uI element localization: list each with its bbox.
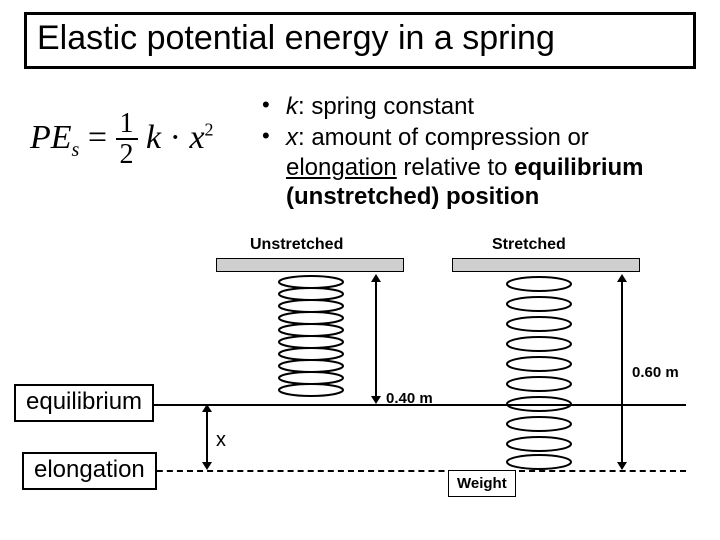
spring-stretched (504, 274, 574, 470)
definitions-list: k: spring constant x: amount of compress… (258, 92, 698, 213)
equals-sign: = (88, 119, 116, 156)
dimension-stretched-value: 0.60 m (632, 364, 679, 381)
dot-operator: · (170, 119, 181, 156)
formula-lhs: PEs (30, 119, 79, 156)
slide-title: Elastic potential energy in a spring (24, 12, 696, 69)
dimension-stretched (616, 274, 628, 470)
dimension-unstretched (370, 274, 382, 404)
annotation-elongation: elongation (22, 452, 157, 490)
spring-unstretched (276, 274, 346, 404)
x-label: x (216, 429, 226, 452)
formula: PEs = 1 2 k · x2 (30, 110, 214, 171)
weight-box: Weight (448, 470, 516, 497)
formula-k: k (146, 119, 161, 156)
x-displacement-arrow (200, 404, 214, 470)
formula-x: x2 (189, 119, 213, 156)
mount-plate-left (216, 258, 404, 272)
bullet-x: x: amount of compression or elongation r… (258, 123, 698, 211)
label-unstretched: Unstretched (250, 236, 343, 254)
bullet-k: k: spring constant (258, 92, 698, 121)
dimension-unstretched-value: 0.40 m (386, 390, 433, 407)
fraction-half: 1 2 (116, 110, 138, 171)
mount-plate-right (452, 258, 640, 272)
annotation-equilibrium: equilibrium (14, 384, 154, 422)
label-stretched: Stretched (492, 236, 566, 254)
spring-diagram: Unstretched Stretched (170, 236, 690, 526)
